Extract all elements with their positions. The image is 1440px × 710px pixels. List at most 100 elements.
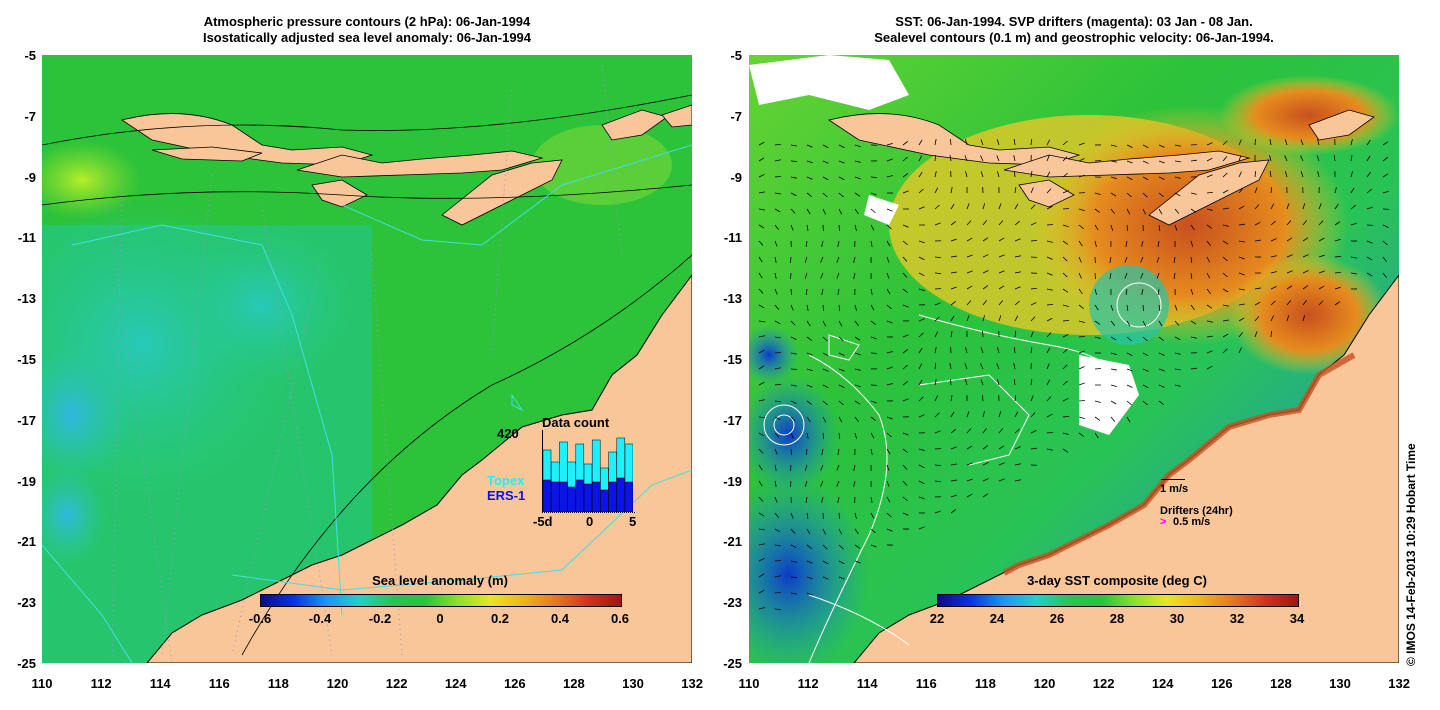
velocity-vector	[1110, 352, 1117, 356]
velocity-vector	[1366, 171, 1371, 178]
velocity-vector	[1206, 174, 1213, 178]
velocity-vector	[806, 192, 812, 198]
velocity-vector	[774, 143, 782, 146]
x-tick-label: 116	[915, 676, 937, 691]
velocity-vector	[1300, 139, 1304, 146]
velocity-vector	[1142, 160, 1149, 164]
velocity-vector	[1109, 256, 1112, 263]
right-title-line2: Sealevel contours (0.1 m) and geostrophi…	[874, 30, 1274, 45]
right-map-sst[interactable]: 1 m/s Drifters (24hr) > 0.5 m/s 3-day SS…	[749, 55, 1399, 663]
velocity-vector	[1156, 272, 1160, 279]
velocity-vector	[886, 288, 891, 295]
inset-legend-ers1: ERS-1	[487, 488, 526, 503]
velocity-vector	[790, 512, 794, 519]
velocity-vector	[1030, 395, 1034, 402]
velocity-vector	[949, 363, 952, 370]
velocity-vector	[950, 286, 957, 290]
velocity-vector	[774, 208, 781, 213]
velocity-vector	[1046, 317, 1053, 322]
velocity-vector	[790, 144, 797, 147]
velocity-vector	[996, 379, 1000, 386]
inset-legend-topex: Topex	[487, 473, 525, 488]
velocity-vector	[982, 220, 988, 226]
velocity-vector	[902, 480, 908, 486]
velocity-vector	[854, 192, 861, 197]
velocity-vector	[980, 139, 984, 146]
velocity-vector	[980, 171, 984, 178]
velocity-vector	[1126, 160, 1133, 164]
velocity-vector	[964, 363, 968, 370]
right-title-line1: SST: 06-Jan-1994. SVP drifters (magenta)…	[895, 14, 1253, 29]
velocity-vector	[964, 155, 968, 162]
velocity-vector	[774, 575, 781, 578]
velocity-vector	[836, 272, 840, 279]
velocity-vector	[966, 237, 973, 242]
velocity-vector	[1030, 316, 1036, 322]
velocity-vector	[1094, 432, 1099, 439]
velocity-vector	[1013, 378, 1016, 386]
velocity-vector	[918, 347, 923, 354]
velocity-vector	[902, 349, 909, 354]
velocity-vector	[1174, 304, 1178, 311]
velocity-vector	[822, 560, 829, 565]
velocity-vector	[982, 203, 986, 210]
velocity-vector	[821, 288, 824, 295]
velocity-vector	[902, 364, 908, 370]
velocity-vector	[998, 203, 1002, 210]
velocity-vector	[758, 304, 765, 309]
velocity-vector	[934, 316, 940, 322]
velocity-vector	[964, 139, 968, 146]
velocity-vector	[1317, 139, 1320, 146]
velocity-vector	[838, 192, 844, 198]
velocity-vector	[966, 478, 973, 482]
velocity-vector	[1206, 365, 1213, 370]
x-tick-label: 112	[797, 676, 819, 691]
velocity-vector	[838, 576, 845, 580]
velocity-vector	[1142, 320, 1147, 327]
velocity-vector	[982, 427, 987, 434]
velocity-vector	[820, 480, 824, 487]
velocity-vector	[774, 224, 780, 230]
velocity-vector	[902, 224, 909, 228]
velocity-vector	[886, 208, 893, 212]
velocity-vector	[1382, 156, 1388, 162]
velocity-vector	[1174, 160, 1181, 163]
velocity-vector	[1014, 271, 1021, 274]
velocity-vector	[758, 173, 765, 178]
velocity-vector	[774, 560, 782, 562]
velocity-vector	[854, 320, 859, 327]
velocity-vector	[1110, 160, 1117, 163]
velocity-vector	[1110, 416, 1116, 422]
velocity-vector	[1030, 287, 1038, 290]
velocity-vector	[1222, 333, 1229, 338]
velocity-vector	[1286, 203, 1290, 210]
velocity-vector	[934, 347, 937, 354]
velocity-vector	[1286, 254, 1293, 258]
velocity-vector	[870, 304, 875, 311]
velocity-vector	[758, 448, 764, 454]
velocity-vector	[1286, 270, 1293, 274]
velocity-vector	[1062, 319, 1070, 322]
velocity-vector	[1046, 171, 1051, 178]
velocity-vector	[774, 336, 781, 339]
velocity-vector	[854, 416, 859, 423]
velocity-vector	[758, 256, 763, 263]
velocity-vector	[902, 256, 908, 262]
left-map-sea-level-anomaly[interactable]: Sea level anomaly (m) -0.6 -0.4 -0.2 0 0…	[42, 55, 692, 663]
velocity-vector	[806, 208, 811, 215]
velocity-vector	[806, 144, 813, 148]
velocity-vector	[790, 400, 797, 404]
velocity-vector	[1126, 176, 1133, 180]
velocity-vector	[1382, 256, 1387, 263]
velocity-vector	[1206, 304, 1213, 309]
velocity-vector	[758, 288, 764, 294]
velocity-vector	[1094, 336, 1101, 339]
velocity-vector	[1126, 304, 1129, 311]
velocity-vector	[1110, 320, 1116, 326]
velocity-vector	[1109, 272, 1112, 279]
velocity-vector	[758, 464, 763, 471]
velocity-vector	[774, 304, 780, 310]
velocity-vector	[870, 224, 875, 231]
inset-bar-ers1	[567, 486, 576, 513]
velocity-vector	[1238, 303, 1245, 306]
